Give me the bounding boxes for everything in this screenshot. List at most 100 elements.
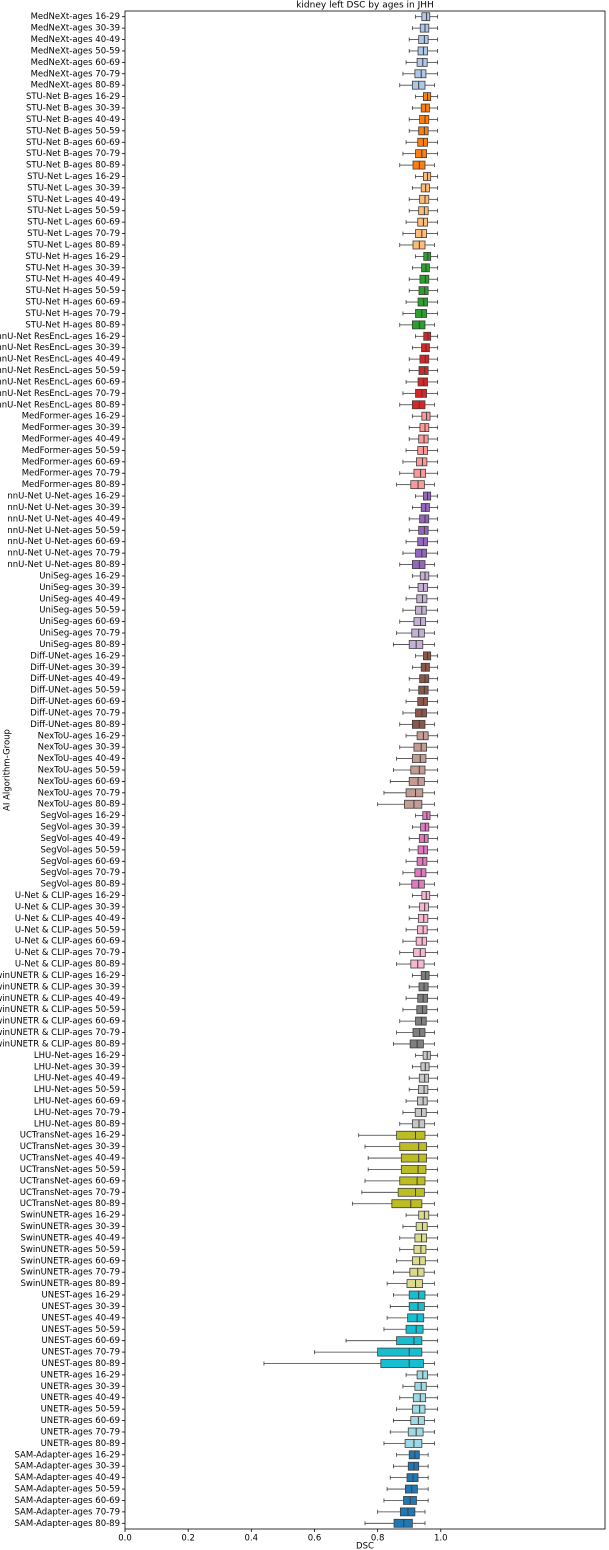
box (408, 777, 425, 786)
y-tick-label: UCTransNet-ages 40-49 (20, 1154, 120, 1164)
y-tick-label: STU-Net B-ages 60-69 (26, 138, 120, 148)
box (417, 845, 428, 855)
box (399, 1176, 426, 1186)
y-tick-label: UCTransNet-ages 70-79 (20, 1188, 120, 1198)
y-tick-label: SegVol-ages 80-89 (41, 880, 120, 890)
y-tick-label: UNETR-ages 16-29 (41, 1370, 120, 1380)
y-tick-label: NexToU-ages 40-49 (38, 754, 120, 764)
box (418, 685, 429, 695)
box (417, 446, 428, 455)
box (414, 69, 427, 79)
y-tick-label: nnU-Net U-Net-ages 50-59 (7, 526, 120, 536)
box (408, 1290, 426, 1300)
y-tick-label: STU-Net H-ages 16-29 (25, 252, 120, 262)
y-tick-label: U-Net & CLIP-ages 60-69 (15, 937, 120, 947)
box (408, 1302, 425, 1311)
box (411, 1256, 426, 1266)
y-tick-label: UNEST-ages 16-29 (42, 1291, 121, 1301)
y-tick-label: NexToU-ages 60-69 (38, 777, 120, 787)
box (405, 788, 424, 798)
y-tick-label: UniSeg-ages 30-39 (39, 583, 120, 593)
y-tick-label: SegVol-ages 16-29 (41, 811, 120, 821)
y-tick-label: SegVol-ages 70-79 (41, 868, 120, 878)
box (418, 286, 429, 296)
box (418, 366, 429, 375)
box (400, 1153, 427, 1163)
y-tick-label: SegVol-ages 50-59 (41, 845, 120, 855)
y-tick-label: Diff-UNet-ages 40-49 (30, 674, 120, 684)
box (411, 560, 426, 569)
box (418, 834, 429, 843)
box (418, 1210, 430, 1220)
box (391, 1199, 423, 1209)
y-tick-label: STU-Net H-ages 70-79 (25, 309, 120, 319)
box (417, 537, 428, 547)
box (416, 594, 428, 604)
box (400, 1165, 427, 1174)
y-tick-label: SwinUNETR & CLIP-ages 16-29 (0, 971, 120, 981)
box (404, 799, 423, 809)
box (411, 719, 426, 729)
y-tick-label: LHU-Net-ages 80-89 (34, 1119, 120, 1129)
box (415, 605, 427, 615)
box (421, 411, 431, 421)
box (415, 1222, 428, 1231)
y-tick-label: Diff-UNet-ages 60-69 (30, 697, 120, 707)
box (418, 126, 429, 136)
y-tick-label: MedNeXt-ages 80-89 (31, 81, 120, 91)
y-tick-label: SegVol-ages 30-39 (41, 823, 120, 833)
box (415, 309, 427, 318)
box (410, 765, 426, 775)
box (399, 1142, 427, 1152)
box (393, 1518, 413, 1528)
box (413, 948, 426, 958)
y-tick-label: SwinUNETR-ages 60-69 (20, 1256, 120, 1266)
y-tick-label: UCTransNet-ages 80-89 (20, 1199, 120, 1209)
y-tick-label: STU-Net B-ages 30-39 (26, 104, 120, 114)
y-tick-label: SwinUNETR-ages 16-29 (20, 1211, 120, 1221)
y-tick-label: NexToU-ages 70-79 (38, 788, 120, 798)
x-axis-label: DSC (356, 1542, 374, 1550)
box (417, 297, 428, 307)
y-tick-label: STU-Net H-ages 40-49 (25, 275, 120, 285)
y-tick-label: UniSeg-ages 70-79 (39, 629, 120, 639)
box (416, 457, 428, 467)
y-tick-label: UNETR-ages 80-89 (41, 1439, 120, 1449)
box (417, 46, 428, 56)
box (416, 731, 429, 741)
y-tick-label: STU-Net L-ages 50-59 (27, 206, 120, 216)
box (417, 1085, 429, 1094)
y-tick-label: NexToU-ages 50-59 (38, 766, 120, 776)
box (411, 628, 425, 638)
box (419, 423, 430, 432)
y-tick-label: MedNeXt-ages 30-39 (31, 24, 120, 34)
box (411, 1404, 426, 1414)
y-tick-label: NexToU-ages 16-29 (38, 731, 120, 741)
y-tick-label: U-Net & CLIP-ages 50-59 (15, 925, 120, 935)
y-tick-label: STU-Net L-ages 60-69 (27, 218, 120, 228)
box (417, 925, 428, 935)
box (419, 274, 430, 284)
box (411, 754, 427, 763)
y-tick-label: STU-Net B-ages 80-89 (26, 161, 120, 171)
y-tick-label: UNEST-ages 80-89 (42, 1359, 121, 1369)
box (417, 913, 429, 923)
box (418, 434, 429, 444)
y-tick-label: nnU-Net ResEncL-ages 16-29 (0, 332, 120, 342)
y-tick-label: nnU-Net ResEncL-ages 40-49 (0, 355, 120, 365)
plot-frame (124, 10, 606, 1530)
box (413, 742, 427, 752)
y-tick-label: MedFormer-ages 16-29 (22, 412, 120, 422)
y-tick-label: SegVol-ages 40-49 (41, 834, 120, 844)
box (419, 354, 430, 364)
box (415, 229, 427, 238)
y-tick-label: UNETR-ages 40-49 (41, 1393, 120, 1403)
y-tick-label: UniSeg-ages 16-29 (39, 571, 120, 581)
y-tick-label: LHU-Net-ages 60-69 (34, 1096, 120, 1106)
box (408, 1450, 420, 1460)
y-tick-label: UNETR-ages 50-59 (41, 1405, 120, 1415)
y-tick-label: STU-Net H-ages 60-69 (25, 298, 120, 308)
y-tick-label: nnU-Net U-Net-ages 40-49 (7, 514, 120, 524)
x-tick-label: 0.8 (371, 1534, 385, 1544)
